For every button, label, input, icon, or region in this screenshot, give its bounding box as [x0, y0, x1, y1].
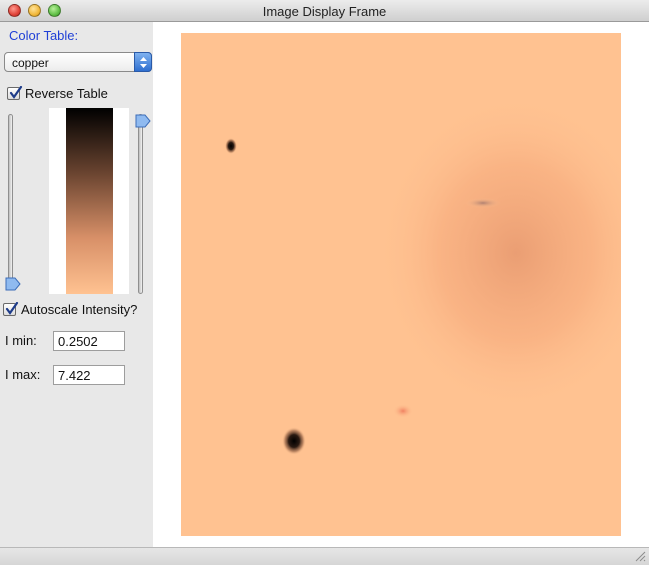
checkmark-icon: [9, 86, 23, 99]
reverse-table-row[interactable]: Reverse Table: [7, 86, 108, 101]
slider-track[interactable]: [138, 114, 143, 294]
updown-arrows-icon[interactable]: [134, 52, 152, 72]
imax-label: I max:: [5, 367, 41, 382]
window-title: Image Display Frame: [262, 4, 387, 19]
reverse-table-checkbox[interactable]: [7, 86, 23, 100]
color-table-select[interactable]: copper: [4, 52, 152, 72]
slider-thumb-icon[interactable]: [135, 114, 151, 128]
slider-track[interactable]: [8, 114, 13, 284]
minimize-window-icon[interactable]: [28, 4, 41, 17]
colorbar-max-slider[interactable]: [135, 114, 151, 294]
imax-input[interactable]: [53, 365, 125, 385]
image-panel: [153, 22, 649, 547]
autoscale-checkbox[interactable]: [3, 302, 19, 316]
imin-label: I min:: [5, 333, 37, 348]
reverse-table-label: Reverse Table: [25, 86, 108, 101]
intensity-image[interactable]: [181, 33, 621, 536]
dark-point-2: [282, 427, 306, 455]
color-table-label: Color Table:: [9, 28, 79, 43]
close-window-icon[interactable]: [8, 4, 21, 17]
title-bar: Image Display Frame: [0, 0, 649, 22]
zoom-window-icon[interactable]: [48, 4, 61, 17]
resize-grip-icon[interactable]: [635, 551, 646, 562]
sidebar: Color Table: copper Reverse Table: [0, 22, 153, 547]
color-table-bar: [66, 108, 113, 294]
slider-thumb-icon[interactable]: [5, 277, 21, 291]
color-table-selected-value: copper: [12, 56, 49, 70]
autoscale-label: Autoscale Intensity?: [21, 302, 138, 317]
reddish-spot: [393, 404, 413, 418]
diffuse-blob: [376, 93, 621, 413]
autoscale-row[interactable]: Autoscale Intensity?: [3, 302, 137, 317]
imin-input[interactable]: [53, 331, 125, 351]
colorbar-min-slider[interactable]: [5, 114, 21, 291]
dark-point-1: [225, 138, 237, 154]
streak-feature: [465, 198, 501, 208]
status-bar: [0, 547, 649, 565]
checkmark-icon: [5, 302, 19, 315]
